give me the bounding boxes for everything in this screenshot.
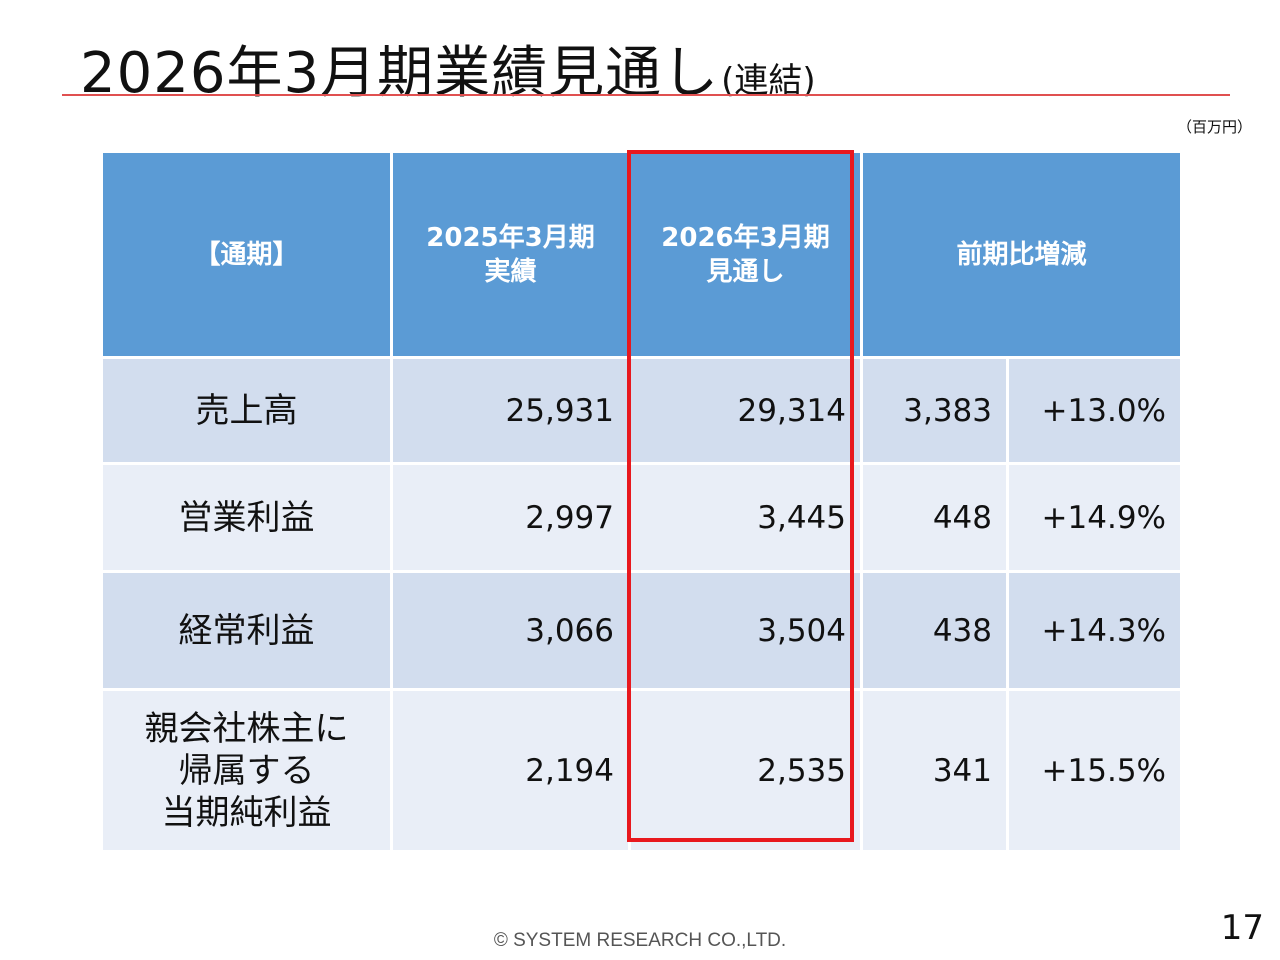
- cell-pct: +15.5%: [1005, 688, 1184, 853]
- cell-prev: 3,066: [390, 570, 631, 691]
- cell-forecast: 3,445: [628, 462, 863, 573]
- cell-pct: +14.3%: [1005, 570, 1184, 691]
- net-income-line3: 当期純利益: [161, 792, 332, 833]
- title-underline: [62, 94, 1230, 96]
- header-prev-year: 2025年3月期 実績: [390, 150, 631, 359]
- cell-forecast: 2,535: [628, 688, 863, 853]
- row-label-sales: 売上高: [100, 356, 393, 465]
- table-row: 売上高 25,931 29,314 3,383 +13.0%: [100, 356, 1184, 465]
- table-row: 営業利益 2,997 3,445 448 +14.9%: [100, 462, 1184, 573]
- header-fcst-line2: 見通し: [706, 256, 785, 287]
- net-income-line2: 帰属する: [178, 750, 315, 791]
- cell-forecast: 29,314: [628, 356, 863, 465]
- cell-diff: 438: [860, 570, 1009, 691]
- row-label-net-income: 親会社株主に 帰属する 当期純利益: [100, 688, 393, 853]
- cell-diff: 341: [860, 688, 1009, 853]
- row-label-operating-income: 営業利益: [100, 462, 393, 573]
- page-number: 17: [1220, 908, 1264, 948]
- slide-title: 2026年3月期業績見通し (連結): [80, 28, 816, 109]
- results-table: 【通期】 2025年3月期 実績 2026年3月期 見通し 前期比増減 売上高 …: [100, 150, 1184, 853]
- header-fcst-line1: 2026年3月期: [661, 222, 830, 253]
- net-income-line1: 親会社株主に: [144, 708, 349, 749]
- header-prev-line1: 2025年3月期: [426, 222, 595, 253]
- table-row: 親会社株主に 帰属する 当期純利益 2,194 2,535 341 +15.5%: [100, 688, 1184, 853]
- header-prev-line2: 実績: [484, 256, 537, 287]
- header-period: 【通期】: [100, 150, 393, 359]
- row-label-ordinary-income: 経常利益: [100, 570, 393, 691]
- title-main: 2026年3月期業績見通し: [80, 41, 720, 106]
- cell-pct: +14.9%: [1005, 462, 1184, 573]
- copyright: © SYSTEM RESEARCH CO.,LTD.: [493, 930, 787, 951]
- cell-prev: 2,997: [390, 462, 631, 573]
- header-forecast: 2026年3月期 見通し: [628, 150, 863, 359]
- cell-prev: 2,194: [390, 688, 631, 853]
- cell-forecast: 3,504: [628, 570, 863, 691]
- header-change: 前期比増減: [859, 150, 1184, 359]
- cell-pct: +13.0%: [1005, 356, 1184, 465]
- table-row: 経常利益 3,066 3,504 438 +14.3%: [100, 570, 1184, 691]
- cell-prev: 25,931: [390, 356, 631, 465]
- cell-diff: 3,383: [860, 356, 1009, 465]
- cell-diff: 448: [860, 462, 1009, 573]
- unit-label: （百万円）: [1176, 118, 1252, 136]
- header-row: 【通期】 2025年3月期 実績 2026年3月期 見通し 前期比増減: [100, 150, 1184, 359]
